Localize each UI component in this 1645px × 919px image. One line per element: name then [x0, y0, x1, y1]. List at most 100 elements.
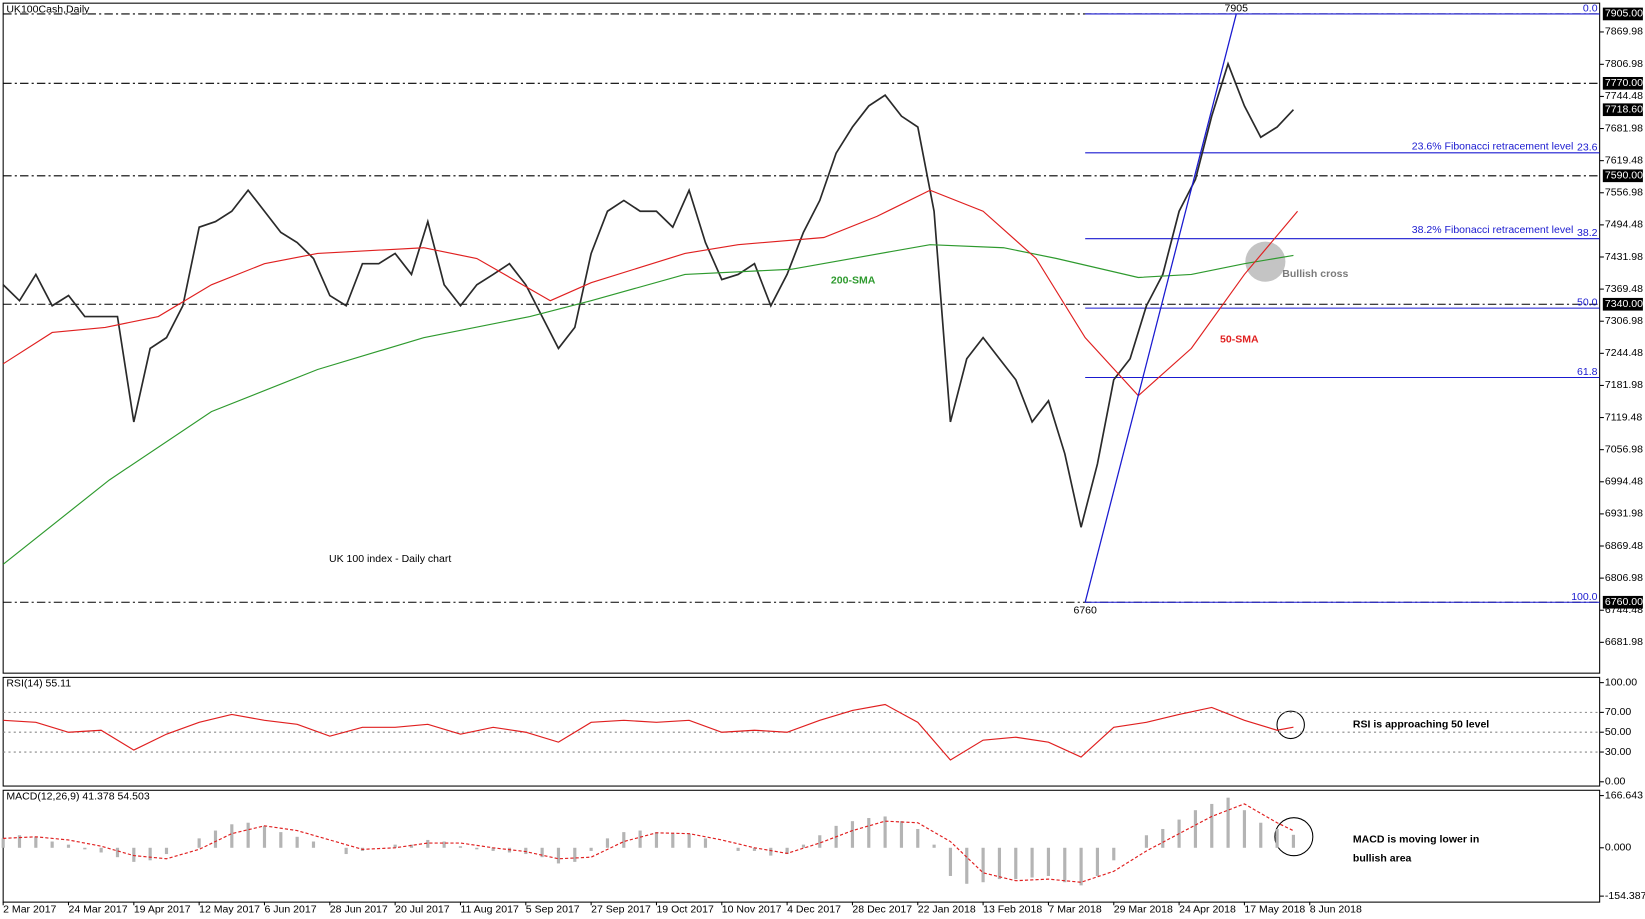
- histogram-bar: [148, 847, 152, 861]
- price-tag-label: 7718.60: [1605, 104, 1643, 116]
- annotation: 38.2% Fibonacci retracement level: [1412, 224, 1574, 236]
- price-tag-label: 7770.00: [1605, 77, 1643, 89]
- histogram-bar: [948, 847, 953, 876]
- histogram-bar: [687, 833, 691, 848]
- histogram-bar: [1014, 847, 1018, 880]
- y-tick-label: 7744.48: [1605, 90, 1643, 102]
- x-tick-label: 8 Jun 2018: [1310, 903, 1362, 915]
- histogram-bar: [1046, 847, 1051, 876]
- price-tag-label: 6760.00: [1605, 596, 1643, 608]
- x-tick-label: 4 Dec 2017: [787, 903, 841, 915]
- histogram-bar: [115, 847, 120, 858]
- fib-label: 50.0: [1577, 297, 1598, 309]
- fib-label: 0.0: [1583, 2, 1598, 14]
- price-tag: [1602, 7, 1643, 21]
- y-tick-label: 7619.48: [1605, 154, 1643, 166]
- histogram-bar: [1226, 797, 1230, 848]
- histogram-bar: [1210, 803, 1214, 848]
- histogram-bar: [1030, 847, 1034, 878]
- y-tick-label: 7306.98: [1605, 315, 1643, 327]
- histogram-bar: [426, 839, 430, 848]
- price-tag: [1602, 76, 1643, 90]
- histogram-bar: [899, 821, 904, 848]
- rsi-circle: [1276, 710, 1305, 740]
- x-tick-label: 13 Feb 2018: [983, 903, 1042, 915]
- histogram-bar: [1095, 847, 1100, 876]
- histogram-bar: [605, 838, 610, 848]
- trend-line: [1084, 13, 1237, 603]
- histogram-bar: [34, 836, 38, 848]
- histogram-bar: [769, 847, 773, 856]
- histogram-bar: [671, 833, 675, 848]
- x-tick-label: 28 Jun 2017: [330, 903, 388, 915]
- y-tick-label: 0.00: [1605, 776, 1626, 788]
- panel-frame: [2, 2, 1601, 674]
- y-tick-label: 6806.98: [1605, 572, 1643, 584]
- y-tick-label: 50.00: [1605, 726, 1631, 738]
- histogram-bar: [556, 847, 561, 864]
- price-tag-label: 7340.00: [1605, 298, 1643, 310]
- histogram-bar: [1161, 828, 1165, 848]
- series-label: 200-SMA: [831, 274, 876, 286]
- histogram-bar: [932, 844, 936, 848]
- histogram-bar: [409, 844, 414, 848]
- histogram-bar: [475, 847, 479, 850]
- cross-highlight: [1245, 241, 1286, 282]
- fib-label: 23.6: [1577, 141, 1598, 153]
- macd-circle: [1274, 817, 1314, 857]
- panel-title: RSI(14) 55.11: [6, 677, 71, 689]
- histogram-bar: [262, 825, 267, 848]
- fib-label: 38.2: [1577, 227, 1598, 239]
- x-tick-label: 27 Sep 2017: [591, 903, 651, 915]
- histogram-bar: [622, 832, 626, 848]
- fib-label: 61.8: [1577, 366, 1598, 378]
- histogram-bar: [867, 818, 871, 848]
- price-tag-label: 7905.00: [1605, 8, 1643, 20]
- histogram-bar: [393, 844, 397, 848]
- histogram-bar: [1275, 828, 1279, 848]
- histogram-bar: [279, 832, 283, 848]
- y-tick-label: 7431.98: [1605, 251, 1643, 263]
- histogram-bar: [1063, 847, 1067, 883]
- y-tick-label: 6681.98: [1605, 636, 1643, 648]
- histogram-bar: [654, 832, 659, 848]
- peak-label: 7905: [1225, 2, 1249, 14]
- y-tick-label: 7244.48: [1605, 347, 1643, 359]
- histogram-bar: [197, 838, 201, 848]
- histogram-bar: [1259, 822, 1263, 848]
- histogram-bar: [540, 847, 544, 858]
- y-tick-label: -154.387: [1605, 890, 1645, 902]
- annotation: 23.6% Fibonacci retracement level: [1412, 140, 1574, 152]
- panel-title: MACD(12,26,9) 41.378 54.503: [6, 790, 150, 802]
- histogram-bar: [311, 841, 316, 848]
- histogram-bar: [1144, 835, 1149, 848]
- y-tick-label: 7056.98: [1605, 443, 1643, 455]
- histogram-bar: [981, 847, 985, 883]
- price-tag-label: 7590.00: [1605, 170, 1643, 182]
- histogram-bar: [883, 816, 887, 848]
- x-tick-label: 24 Apr 2018: [1179, 903, 1236, 915]
- histogram-bar: [1079, 847, 1083, 886]
- histogram-bar: [442, 841, 446, 848]
- histogram-bar: [638, 830, 642, 848]
- y-tick-label: 7119.48: [1605, 411, 1642, 423]
- histogram-bar: [1291, 834, 1296, 848]
- panel-title: UK100Cash,Daily: [6, 3, 90, 15]
- fib-label: 100.0: [1571, 591, 1597, 603]
- histogram-bar: [213, 830, 218, 848]
- histogram-bar: [230, 824, 234, 848]
- histogram-bar: [295, 836, 299, 848]
- y-tick-label: 7806.98: [1605, 58, 1643, 70]
- x-tick-label: 10 Nov 2017: [722, 903, 782, 915]
- y-tick-label: 6994.48: [1605, 476, 1643, 488]
- annotation: UK 100 index - Daily chart: [329, 553, 451, 565]
- y-tick-label: 7869.98: [1605, 26, 1643, 38]
- histogram-bar: [1242, 810, 1247, 848]
- histogram-bar: [50, 841, 54, 848]
- y-tick-label: 7181.98: [1605, 379, 1643, 391]
- signal-line: [3, 803, 1294, 883]
- y-tick-label: 7556.98: [1605, 187, 1643, 199]
